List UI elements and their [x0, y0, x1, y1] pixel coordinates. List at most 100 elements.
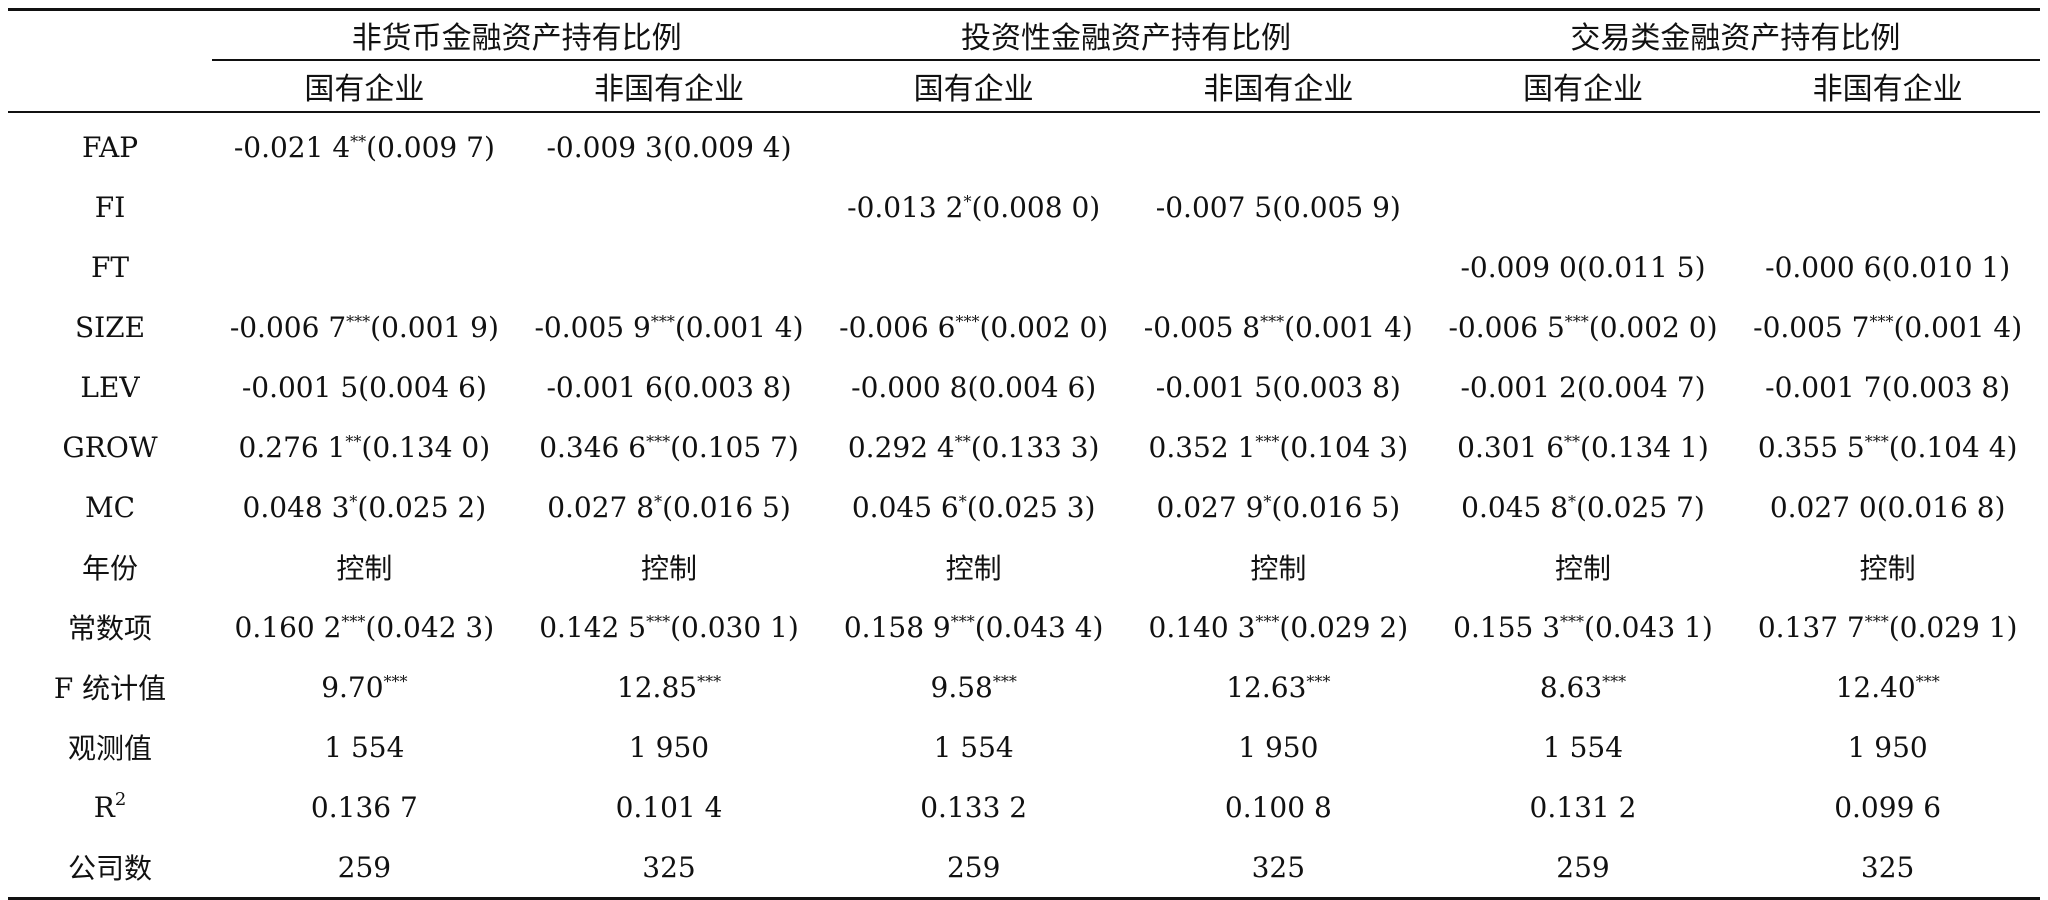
standard-error: (0.134 0): [361, 430, 491, 464]
table-cell: 0.045 6*(0.025 3): [821, 477, 1126, 537]
table-cell: 0.027 0(0.016 8): [1735, 477, 2040, 537]
significance-stars: *: [1263, 491, 1272, 511]
table-cell: 0.133 2: [821, 777, 1126, 837]
standard-error: (0.003 8): [1881, 370, 2011, 404]
table-cell: -0.005 8***(0.001 4): [1126, 297, 1431, 357]
standard-error: (0.133 3): [970, 430, 1100, 464]
standard-error: (0.004 6): [967, 370, 1097, 404]
table-cell: [212, 177, 517, 237]
coefficient: -0.006 6: [839, 310, 956, 344]
coefficient: 0.027 8: [547, 490, 655, 524]
table-cell: 0.155 3***(0.043 1): [1431, 597, 1736, 657]
coefficient: -0.001 7: [1765, 370, 1882, 404]
table-cell: 0.131 2: [1431, 777, 1736, 837]
coefficient: 325: [1860, 850, 1915, 884]
coefficient: 0.100 8: [1224, 790, 1332, 824]
table-row: FAP -0.021 4**(0.009 7) -0.009 3(0.009 4): [8, 112, 2040, 177]
regression-table: 非货币金融资产持有比例 投资性金融资产持有比例 交易类金融资产持有比例 国有企业…: [8, 8, 2040, 900]
table-cell: [517, 237, 822, 297]
coefficient: 控制: [1859, 552, 1916, 585]
significance-stars: ***: [383, 671, 408, 691]
table-cell: 控制: [1126, 537, 1431, 597]
significance-stars: *: [963, 191, 972, 211]
subgroup-header: 非国有企业: [516, 60, 822, 113]
standard-error: (0.001 9): [370, 310, 499, 344]
standard-error: (0.004 7): [1576, 370, 1706, 404]
significance-stars: ***: [1864, 611, 1889, 631]
row-label-text: SIZE: [74, 310, 146, 344]
significance-stars: ***: [950, 611, 975, 631]
table-row: 常数项 0.160 2***(0.042 3) 0.142 5***(0.030 1…: [8, 597, 2040, 657]
standard-error: (0.005 9): [1272, 190, 1401, 224]
coefficient: -0.021 4: [233, 130, 351, 164]
table-cell: 0.158 9***(0.043 4): [821, 597, 1126, 657]
table-row: LEV -0.001 5(0.004 6) -0.001 6(0.003 8) -0.…: [8, 357, 2040, 417]
standard-error: (0.010 1): [1881, 250, 2011, 284]
table-row: 年份 控制 控制 控制 控制 控制 控制: [8, 537, 2040, 597]
table-row: 观测值 1 554 1 950 1 554 1 950 1 554 1 950: [8, 717, 2040, 777]
table-cell: [1431, 177, 1736, 237]
coefficient: 0.155 3: [1453, 610, 1561, 644]
significance-stars: ***: [1255, 611, 1280, 631]
significance-stars: ***: [1864, 431, 1889, 451]
significance-stars: **: [1564, 431, 1581, 451]
row-label-text: FAP: [81, 130, 139, 164]
table-cell: 0.027 9*(0.016 5): [1126, 477, 1431, 537]
row-label-superscript: 2: [114, 788, 127, 810]
table-cell: 0.140 3***(0.029 2): [1126, 597, 1431, 657]
coefficient: 0.137 7: [1757, 610, 1865, 644]
standard-error: (0.003 8): [662, 370, 792, 404]
row-label: FI: [8, 177, 212, 237]
coefficient: 259: [1556, 850, 1610, 884]
standard-error: (0.003 8): [1272, 370, 1401, 404]
table-cell: -0.005 7***(0.001 4): [1735, 297, 2040, 357]
significance-stars: ***: [1869, 311, 1894, 331]
table-cell: 259: [821, 837, 1126, 899]
table-cell: -0.006 7***(0.001 9): [212, 297, 517, 357]
coefficient: 0.027 9: [1156, 490, 1264, 524]
row-label: LEV: [8, 357, 212, 417]
coefficient: -0.013 2: [847, 190, 964, 224]
row-label-text: LEV: [80, 370, 140, 404]
significance-stars: ***: [1560, 611, 1585, 631]
group-header-trading: 交易类金融资产持有比例: [1430, 9, 2040, 61]
table-cell: [1735, 177, 2040, 237]
significance-stars: ***: [346, 311, 371, 331]
coefficient: 控制: [1250, 552, 1307, 585]
standard-error: (0.016 5): [1271, 490, 1401, 524]
table-cell: 1 554: [1431, 717, 1736, 777]
significance-stars: **: [954, 431, 971, 451]
row-label-text: F 统计值: [53, 672, 167, 705]
coefficient: 1 950: [628, 730, 710, 764]
coefficient: 1 554: [324, 730, 405, 764]
standard-error: (0.009 7): [366, 130, 495, 164]
subgroup-header-row: 国有企业 非国有企业 国有企业 非国有企业 国有企业 非国有企业: [8, 60, 2040, 113]
coefficient: 9.58: [930, 670, 993, 704]
table-cell: 259: [1431, 837, 1736, 899]
row-label-text: 观测值: [68, 732, 153, 765]
table-cell: -0.009 3(0.009 4): [517, 112, 822, 177]
standard-error: (0.105 7): [670, 430, 799, 464]
table-cell: 控制: [1431, 537, 1736, 597]
table-cell: 8.63***: [1431, 657, 1736, 717]
table-cell: 9.70***: [212, 657, 517, 717]
group-header-investment: 投资性金融资产持有比例: [821, 9, 1431, 61]
coefficient: -0.001 2: [1460, 370, 1577, 404]
coefficient: -0.007 5: [1155, 190, 1273, 224]
table-cell: 0.352 1***(0.104 3): [1126, 417, 1431, 477]
table-row: MC 0.048 3*(0.025 2) 0.027 8*(0.016 5) 0.04…: [8, 477, 2040, 537]
table-cell: 1 950: [1126, 717, 1431, 777]
subgroup-header: 国有企业: [1430, 60, 1736, 113]
coefficient: -0.006 5: [1448, 310, 1565, 344]
row-label: FAP: [8, 112, 212, 177]
significance-stars: *: [958, 491, 967, 511]
row-label: MC: [8, 477, 212, 537]
coefficient: -0.001 5: [241, 370, 359, 404]
coefficient: 1 950: [1847, 730, 1928, 764]
row-label: 观测值: [8, 717, 212, 777]
coefficient: 0.045 8: [1461, 490, 1569, 524]
table-cell: -0.001 2(0.004 7): [1431, 357, 1736, 417]
table-cell: -0.021 4**(0.009 7): [212, 112, 517, 177]
significance-stars: ***: [1915, 671, 1940, 691]
subgroup-header: 国有企业: [212, 60, 517, 113]
